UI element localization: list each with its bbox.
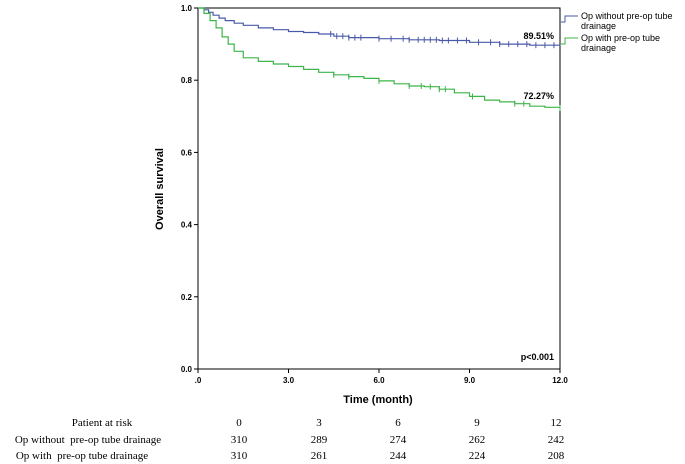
risk-time-0: 0 [236, 417, 242, 429]
y-tick-label: 0.4 [181, 221, 193, 230]
risk-value: 261 [311, 450, 328, 462]
survival-curve-without-drainage [198, 7, 561, 46]
x-tick-label: 3.0 [283, 376, 295, 385]
plot-frame [197, 7, 561, 370]
risk-value: 244 [390, 450, 407, 462]
risk-time-12: 12 [551, 417, 562, 429]
x-tick-label: .0 [195, 376, 202, 385]
risk-value: 274 [390, 434, 407, 446]
x-tick-label: 12.0 [552, 376, 568, 385]
risk-value: 262 [469, 434, 486, 446]
risk-row-label-without-drainage: Op without pre-op tube drainage [15, 434, 161, 446]
risk-row-label-with-drainage: Op with pre-op tube drainage [16, 450, 148, 462]
risk-value: 242 [548, 434, 565, 446]
legend-label-with-drainage-2: drainage [581, 43, 616, 53]
y-tick-label: 0.0 [181, 365, 193, 374]
risk-value: 289 [311, 434, 328, 446]
risk-value: 208 [548, 450, 565, 462]
risk-time-9: 9 [474, 417, 480, 429]
risk-value: 310 [231, 450, 248, 462]
y-tick-label: 0.2 [181, 293, 193, 302]
series-2-final-label: 72.27% [523, 91, 554, 101]
legend-label-with-drainage-1: Op with pre-op tube [581, 33, 660, 43]
y-axis-title: Overall survival [154, 148, 166, 230]
y-axis: 0.0 0.2 0.4 0.6 0.8 1.0 [181, 4, 198, 374]
survival-curve-with-drainage [198, 7, 561, 108]
x-axis: .0 3.0 6.0 9.0 12.0 [195, 369, 568, 385]
series-1-final-label: 89.51% [523, 31, 554, 41]
survival-curves [198, 7, 561, 111]
risk-value: 224 [469, 450, 486, 462]
y-tick-label: 0.6 [181, 148, 193, 157]
p-value-label: p<0.001 [521, 352, 554, 362]
legend-label-without-drainage-2: drainage [581, 21, 616, 31]
x-tick-label: 6.0 [373, 376, 385, 385]
legend-line-without-drainage [561, 15, 578, 23]
y-tick-label: 0.8 [181, 76, 193, 85]
x-axis-title: Time (month) [343, 394, 413, 406]
risk-value: 310 [231, 434, 248, 446]
legend-line-with-drainage [561, 37, 578, 45]
x-tick-label: 9.0 [464, 376, 476, 385]
risk-table-header: Patient at risk [72, 417, 133, 429]
risk-table: Patient at risk 0 3 6 9 12 Op without pr… [15, 417, 565, 462]
y-tick-label: 1.0 [181, 4, 193, 13]
legend-label-without-drainage-1: Op without pre-op tube [581, 11, 673, 21]
risk-time-3: 3 [316, 417, 322, 429]
legend: Op without pre-op tube drainage Op with … [561, 11, 673, 53]
risk-time-6: 6 [395, 417, 401, 429]
